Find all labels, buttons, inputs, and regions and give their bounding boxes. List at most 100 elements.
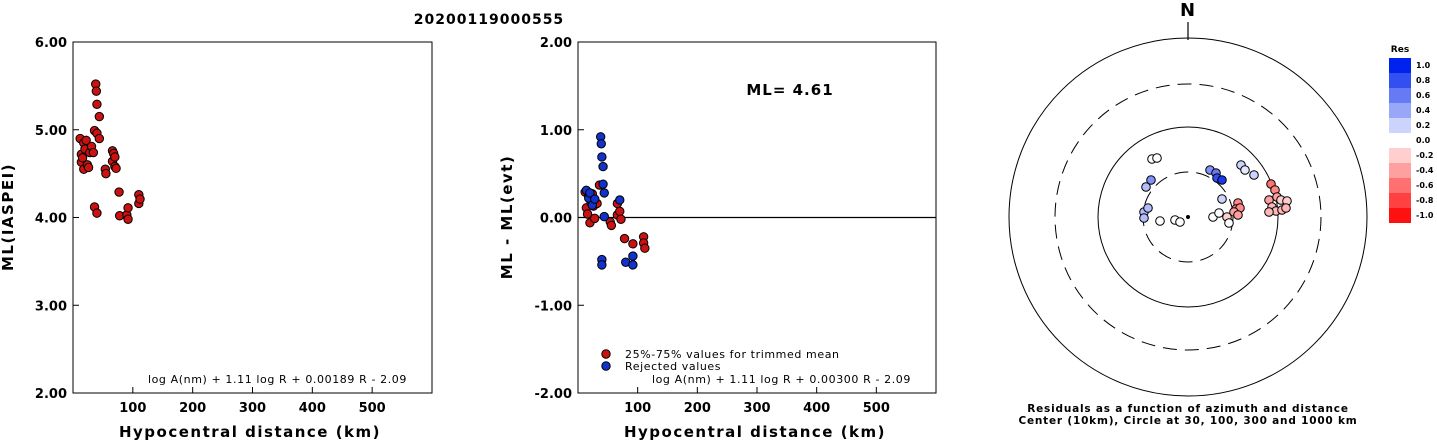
colorbar-blocks [1389, 58, 1411, 223]
ml-x-tick-label: 200 [179, 401, 206, 416]
azimuth-residual-point [1217, 194, 1227, 204]
colorbar-block [1389, 178, 1411, 193]
center-dot [1186, 215, 1190, 219]
rejected-point [598, 161, 608, 172]
azimuth-residual-point [1175, 217, 1185, 227]
rejected-point [599, 211, 609, 222]
colorbar-tick-label: 0.2 [1416, 121, 1430, 130]
event-title: 20200119000555 [414, 12, 564, 28]
ml-point [92, 99, 102, 110]
circle-300km [1054, 83, 1322, 351]
colorbar-block [1389, 148, 1411, 163]
ml-x-tick-label: 100 [119, 401, 146, 416]
ml-point [77, 153, 88, 163]
colorbar-tick-label: 0.6 [1416, 91, 1431, 100]
colorbar-tick-label: 1.0 [1416, 61, 1431, 70]
colorbar-block [1389, 208, 1411, 223]
colorbar-tick-label: -0.8 [1416, 196, 1434, 205]
colorbar-tick-label: 0.4 [1416, 106, 1431, 115]
colorbar-tick-label: -0.6 [1416, 181, 1434, 190]
colorbar-block [1389, 118, 1411, 133]
residual-x-tick-label: 300 [743, 401, 770, 416]
azimuth-residual-point [1214, 208, 1224, 218]
azimuth-residual-point [1281, 203, 1291, 213]
colorbar-tick-labels: 1.0 0.8 0.6 0.4 0.2 0.0 -0.2 -0.4 -0.6 -0.8 -1.0 [1416, 61, 1434, 220]
ml-annotation: ML= 4.61 [746, 81, 833, 99]
north-label: N [1180, 0, 1196, 21]
ml-x-tick-label: 300 [239, 401, 266, 416]
colorbar-block [1389, 133, 1411, 148]
residual-y-tick-label: 1.00 [540, 124, 572, 139]
rejected-point [597, 152, 607, 162]
rejected-point [599, 188, 609, 198]
azimuth-residual-point [1139, 213, 1149, 223]
ml-x-tick-label: 500 [359, 401, 386, 416]
residual-distance-panel: 100 200 300 400 500 -2.00 -1.00 0.00 1.00 2.00 M… [498, 36, 937, 441]
ml-point [91, 86, 102, 96]
azimuth-residual-point [1264, 207, 1274, 217]
colorbar-tick-label: 0.0 [1416, 136, 1431, 145]
rejected-point [596, 139, 606, 149]
ml-y-ticks: 2.00 3.00 4.00 5.00 6.00 [35, 36, 79, 402]
trimmed-point [615, 206, 625, 217]
azimuth-residual-point [1217, 175, 1227, 185]
azimuth-residual-point [1143, 203, 1153, 213]
colorbar-block [1389, 193, 1411, 208]
ml-point [135, 194, 145, 204]
rejected-point [615, 195, 625, 205]
trimmed-point [582, 209, 593, 219]
colorbar-block [1389, 103, 1411, 118]
residual-y-tick-label: -1.00 [535, 299, 572, 314]
circle-100km [1097, 126, 1279, 308]
ml-point [92, 208, 102, 218]
trimmed-point [619, 233, 630, 244]
residual-points [580, 132, 650, 270]
azimuth-residual-point [1146, 175, 1156, 185]
legend-rejected-label: Rejected values [625, 360, 721, 373]
circle-1000km [1008, 37, 1368, 397]
residual-y-axis-title: ML - ML(evt) [498, 155, 516, 279]
azimuth-residual-point [1141, 182, 1151, 192]
rejected-point [590, 194, 600, 204]
residual-y-tick-label: -2.00 [535, 387, 572, 402]
ml-point [94, 111, 105, 122]
ml-y-axis-title: ML(IASPEI) [0, 163, 17, 271]
colorbar-block [1389, 163, 1411, 178]
ml-y-tick-label: 6.00 [35, 36, 67, 51]
azimuth-caption-line-1: Residuals as a function of azimuth and d… [1027, 403, 1349, 415]
legend-trimmed-label: 25%-75% values for trimmed mean [625, 348, 840, 361]
residual-x-tick-label: 500 [863, 401, 890, 416]
trimmed-point [628, 239, 638, 249]
ml-points [75, 79, 145, 224]
colorbar-block [1389, 88, 1411, 103]
trimmed-point [616, 214, 626, 224]
residual-colorbar: Res 1.0 0.8 0.6 0.4 0.2 0.0 -0.2 -0.4 -0.6 -0.8 -1… [1389, 45, 1434, 223]
azimuth-panel: N Residuals as a function of azimuth and… [1008, 0, 1368, 427]
azimuth-residual-point [1152, 153, 1162, 163]
azimuth-points [1139, 153, 1292, 228]
residual-x-tick-label: 400 [803, 401, 830, 416]
rejected-point [585, 188, 595, 198]
ml-x-axis-title: Hypocentral distance (km) [119, 423, 381, 441]
legend-rejected-marker [601, 361, 611, 371]
colorbar-tick-label: -0.2 [1416, 151, 1434, 160]
ml-y-tick-label: 2.00 [35, 387, 67, 402]
trimmed-point [640, 243, 650, 253]
ml-y-tick-label: 3.00 [35, 299, 67, 314]
ml-point [111, 163, 121, 174]
colorbar-block [1389, 58, 1411, 73]
rejected-point [628, 251, 638, 261]
residual-x-axis-title: Hypocentral distance (km) [624, 423, 886, 441]
azimuth-residual-point [1224, 218, 1234, 228]
ml-point [123, 203, 133, 213]
ml-formula: log A(nm) + 1.11 log R + 0.00189 R - 2.0… [148, 373, 407, 386]
ml-point [101, 168, 111, 179]
ml-point [88, 147, 99, 158]
residual-x-tick-label: 200 [684, 401, 711, 416]
colorbar-tick-label: 0.8 [1416, 76, 1431, 85]
ml-y-tick-label: 5.00 [35, 124, 67, 139]
colorbar-tick-label: -0.4 [1416, 166, 1434, 175]
ml-x-ticks: 100 200 300 400 500 [119, 387, 386, 416]
ml-point [94, 133, 105, 144]
